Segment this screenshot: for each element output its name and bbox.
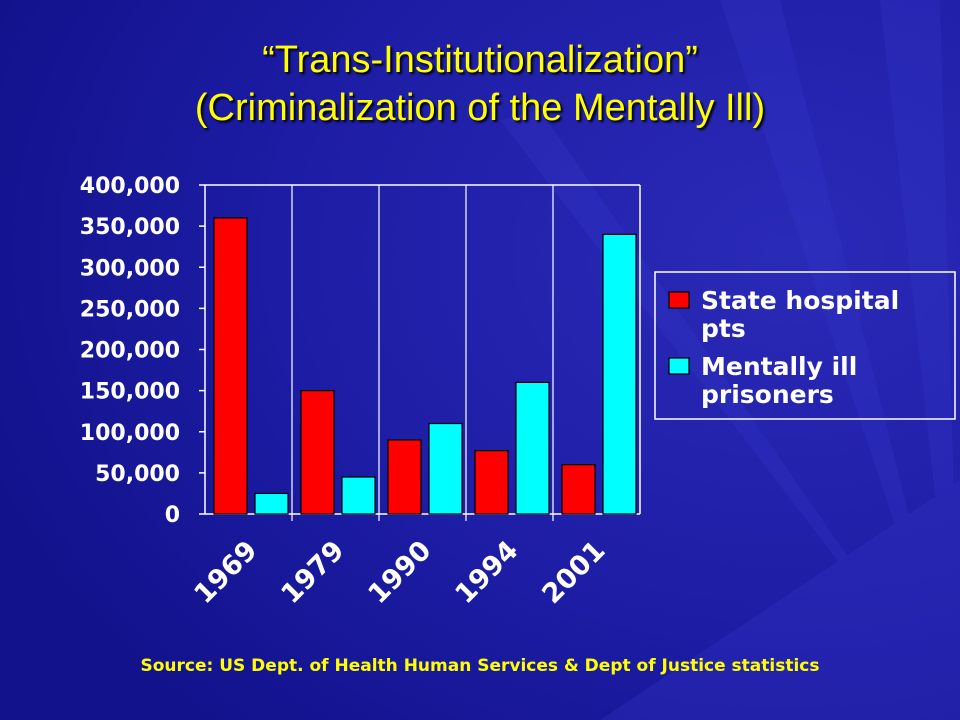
- y-tick-label: 250,000: [80, 297, 180, 322]
- title-line-2: (Criminalization of the Mentally Ill): [194, 87, 766, 129]
- bar-mentally-ill-prisoners-1969: [254, 492, 289, 515]
- y-tick-label: 200,000: [80, 339, 180, 364]
- legend-box: [654, 271, 956, 420]
- y-tick-label: 0: [165, 503, 180, 528]
- x-tick-label: 1994: [449, 535, 524, 610]
- bar-mentally-ill-prisoners-2001: [602, 233, 637, 515]
- y-tick-label: 350,000: [80, 215, 180, 240]
- slide-title: “Trans-Institutionalization” (Criminaliz…: [0, 36, 960, 132]
- x-tick-label: 1969: [188, 535, 263, 610]
- bar-state-hospital-1969: [213, 217, 248, 515]
- y-tick-label: 50,000: [95, 462, 180, 487]
- y-tick-label: 150,000: [80, 380, 180, 405]
- y-tick-label: 300,000: [80, 256, 180, 281]
- bar-mentally-ill-prisoners-1994: [515, 381, 550, 515]
- bar-state-hospital-1979: [300, 390, 335, 515]
- y-tick-label: 400,000: [80, 174, 180, 199]
- bar-chart: 0 50,000 100,000 150,000 200,000 250,000 300,0…: [80, 174, 956, 610]
- legend-label: State hospital: [701, 286, 899, 315]
- bar-mentally-ill-prisoners-1990: [428, 422, 463, 515]
- x-tick-label: 2001: [536, 535, 611, 610]
- bar-mentally-ill-prisoners-1979: [341, 476, 376, 515]
- legend-label: Mentally ill: [701, 352, 857, 381]
- source-note: Source: US Dept. of Health Human Service…: [140, 656, 820, 676]
- bar-state-hospital-2001: [561, 464, 596, 515]
- bar-state-hospital-1994: [474, 450, 509, 515]
- title-line-1: “Trans-Institutionalization”: [262, 39, 698, 81]
- legend-label: pts: [701, 314, 746, 343]
- legend-label: prisoners: [701, 380, 834, 409]
- bar-state-hospital-1990: [387, 439, 422, 515]
- x-tick-label: 1979: [275, 535, 350, 610]
- legend-swatch: [668, 291, 690, 309]
- y-tick-label: 100,000: [80, 421, 180, 446]
- x-tick-label: 1990: [362, 535, 437, 610]
- legend-swatch: [668, 357, 690, 375]
